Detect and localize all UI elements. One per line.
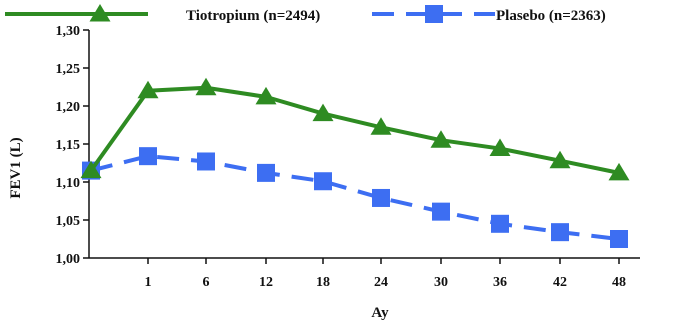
data-point <box>489 138 511 157</box>
data-point <box>370 117 392 135</box>
data-point <box>372 188 390 207</box>
y-tick-label: 1,00 <box>56 252 81 267</box>
series-tiotropium <box>80 77 630 181</box>
x-tick-label: 1 <box>145 275 152 290</box>
series-line <box>89 85 620 175</box>
series-layer <box>80 77 630 248</box>
data-point <box>255 86 277 105</box>
x-tick-label: 30 <box>434 275 448 290</box>
y-tick-label: 1,30 <box>56 24 81 39</box>
legend-marker <box>425 5 443 23</box>
series-line <box>90 154 620 241</box>
data-point <box>608 162 630 181</box>
y-tick-label: 1,25 <box>56 62 81 77</box>
y-tick-label: 1,15 <box>56 138 81 153</box>
data-point <box>312 103 334 122</box>
legend-marker <box>89 4 111 22</box>
data-point <box>197 152 215 171</box>
y-tick-label: 1,10 <box>56 176 81 191</box>
legend-label: Plasebo (n=2363) <box>496 8 606 24</box>
data-point <box>80 160 102 179</box>
data-point <box>137 80 159 99</box>
data-point <box>432 202 450 221</box>
x-tick-label: 12 <box>259 275 273 290</box>
x-tick-label: 24 <box>374 275 388 290</box>
x-axis: 1 6 12 18 24 30 36 42 48 <box>89 257 640 290</box>
legend-item: Tiotropium (n=2494) <box>5 4 320 24</box>
data-point <box>195 77 217 96</box>
legend: Tiotropium (n=2494) Plasebo (n=2363) <box>5 4 606 24</box>
y-axis: 1,00 1,05 1,10 1,15 1,20 1,25 1,30 <box>56 24 90 267</box>
data-point <box>257 163 275 182</box>
data-point <box>551 223 569 242</box>
data-point <box>314 172 332 191</box>
legend-label: Tiotropium (n=2494) <box>186 8 320 24</box>
y-tick-label: 1,05 <box>56 214 81 229</box>
x-axis-title: Ay <box>371 305 389 321</box>
x-tick-label: 48 <box>612 275 626 290</box>
data-point <box>430 130 452 148</box>
x-tick-label: 18 <box>316 275 330 290</box>
series-plasebo <box>82 147 628 248</box>
data-point <box>610 230 628 248</box>
y-axis-title: FEV1 (L) <box>8 137 24 198</box>
x-tick-label: 42 <box>553 275 567 290</box>
x-tick-label: 36 <box>493 275 507 290</box>
data-point <box>139 147 157 166</box>
legend-item: Plasebo (n=2363) <box>372 5 606 24</box>
data-point <box>549 150 571 169</box>
x-tick-label: 6 <box>203 275 210 290</box>
data-point <box>491 214 509 233</box>
y-tick-label: 1,20 <box>56 100 81 115</box>
